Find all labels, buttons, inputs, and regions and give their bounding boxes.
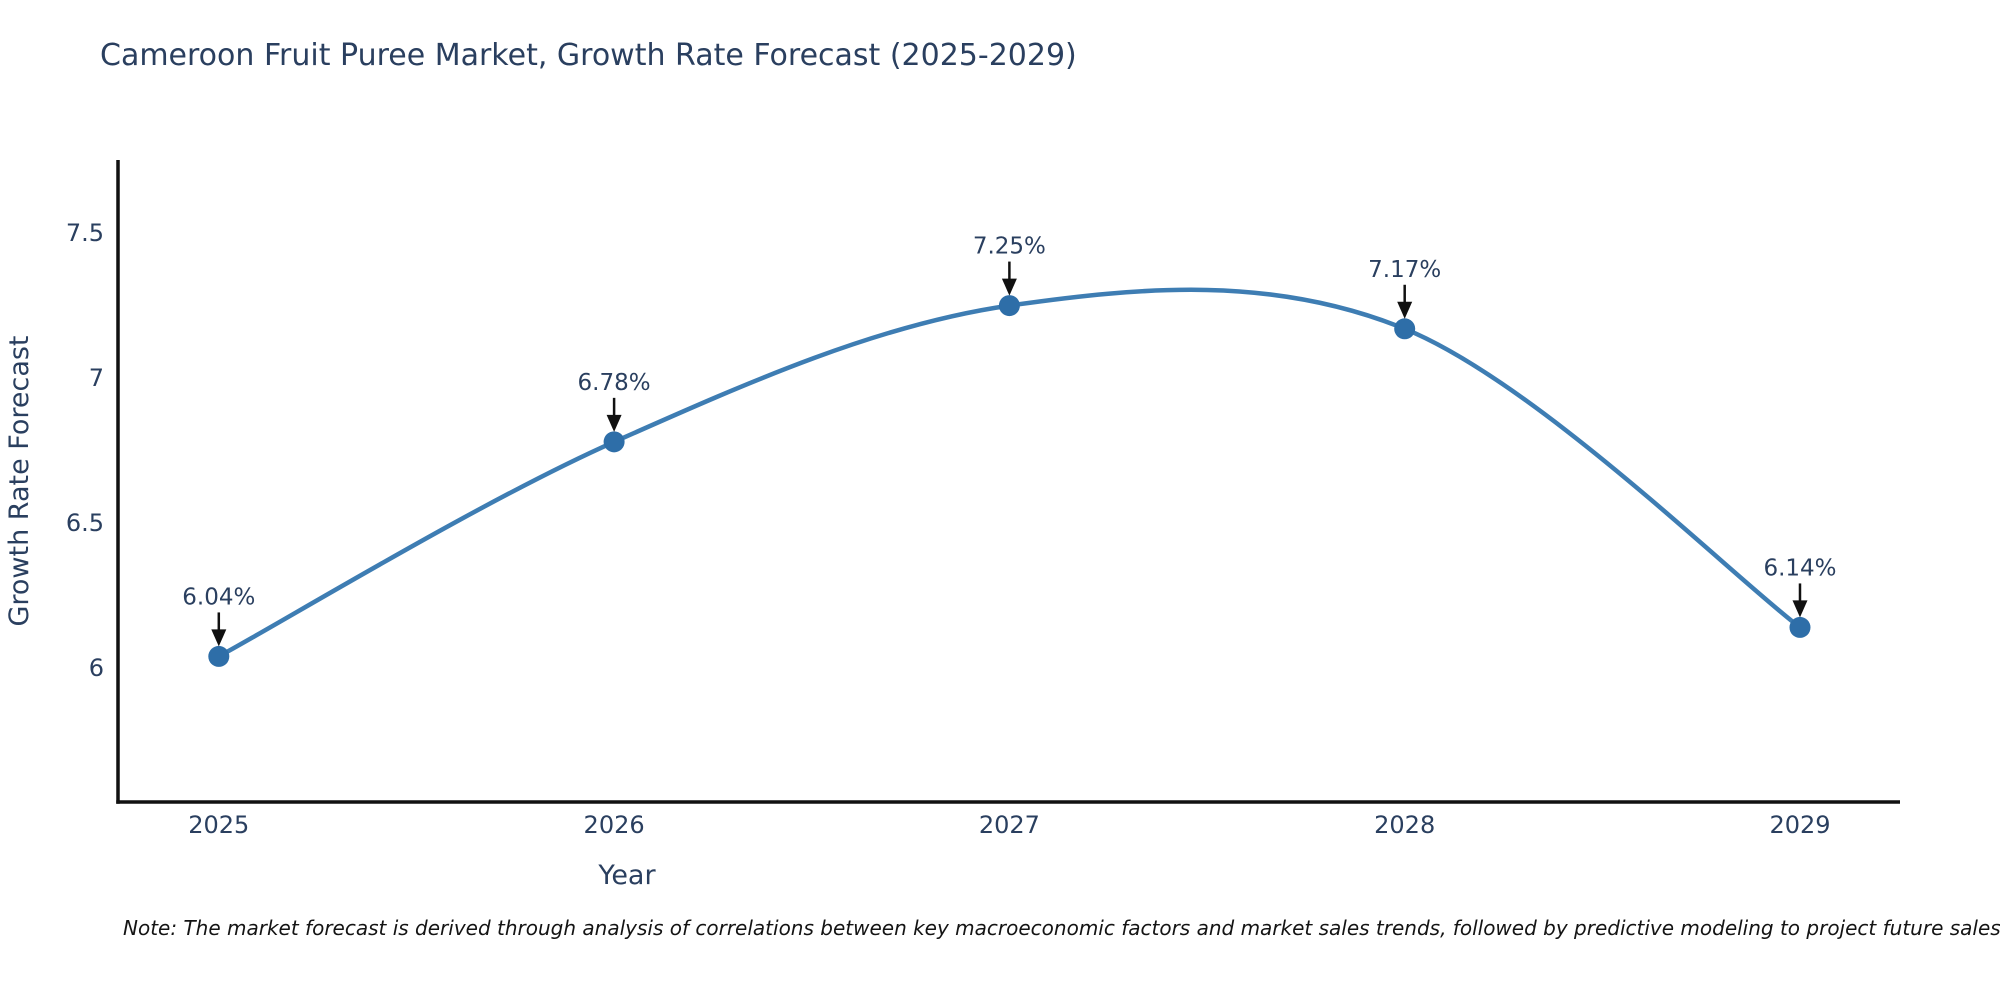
- y-tick-label: 6.5: [66, 509, 104, 537]
- x-axis-title: Year: [597, 860, 656, 891]
- annotation-arrowhead: [606, 414, 622, 432]
- x-tick-label: 2028: [1374, 811, 1435, 839]
- x-tick-label: 2026: [584, 811, 645, 839]
- data-point-marker: [208, 645, 230, 667]
- data-point-label: 6.14%: [1763, 555, 1836, 581]
- annotation-arrowhead: [1792, 600, 1808, 618]
- x-tick-label: 2029: [1769, 811, 1830, 839]
- data-point-marker: [1394, 318, 1416, 340]
- y-tick-label: 7: [89, 364, 104, 392]
- point-annotation: 7.17%: [1368, 257, 1441, 319]
- data-point-label: 7.25%: [973, 234, 1046, 260]
- x-tick-label: 2027: [979, 811, 1040, 839]
- annotation-arrowhead: [211, 629, 227, 647]
- y-tick-label: 7.5: [66, 219, 104, 247]
- footnote: Note: The market forecast is derived thr…: [123, 916, 2000, 940]
- chart-title: Cameroon Fruit Puree Market, Growth Rate…: [100, 38, 1077, 73]
- point-annotation: 7.25%: [973, 234, 1046, 296]
- point-annotation: 6.14%: [1763, 555, 1837, 618]
- data-point-label: 6.04%: [182, 584, 255, 610]
- data-point-label: 7.17%: [1368, 257, 1441, 283]
- series-line: [216, 287, 1803, 659]
- y-axis-title: Growth Rate Forecast: [4, 335, 35, 626]
- data-point-label: 6.78%: [578, 370, 651, 396]
- y-tick-label: 6: [89, 654, 104, 682]
- annotation-arrowhead: [1397, 301, 1413, 319]
- x-tick-label: 2025: [188, 811, 249, 839]
- data-point-marker: [603, 431, 625, 453]
- point-annotation: 6.04%: [182, 584, 255, 647]
- data-point-marker: [998, 295, 1020, 317]
- annotation-arrowhead: [1001, 278, 1017, 296]
- data-point-marker: [1789, 616, 1811, 638]
- point-annotation: 6.78%: [578, 370, 651, 432]
